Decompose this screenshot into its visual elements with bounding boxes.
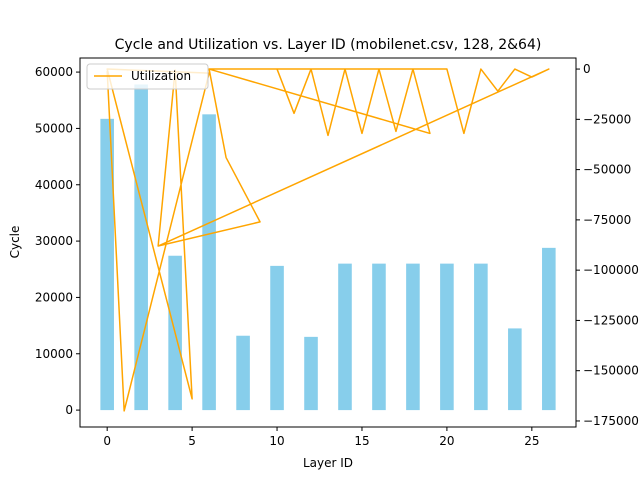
legend-label-utilization: Utilization [131,69,191,83]
line-series-utilization [106,68,550,412]
x-tick-label: 10 [269,434,284,448]
y-tick-label: 60000 [35,65,73,79]
bar-layer-18 [406,263,420,411]
bar-layer-6 [202,114,216,411]
bar-layer-24 [508,328,522,411]
y2-tick-label: −150000 [583,364,639,378]
bar-layer-22 [474,263,488,411]
y-axis-left: 0 10000 20000 30000 40000 50000 60000 [35,65,80,417]
x-tick-label: 0 [103,434,111,448]
y-tick-label: 30000 [35,234,73,248]
x-tick-label: 5 [188,434,196,448]
y2-tick-label: −125000 [583,313,639,327]
x-tick-label: 20 [439,434,454,448]
y-tick-label: 40000 [35,178,73,192]
chart-title: Cycle and Utilization vs. Layer ID (mobi… [115,37,542,53]
y2-tick-label: 0 [583,62,591,76]
y-tick-label: 10000 [35,347,73,361]
x-tick-label: 15 [354,434,369,448]
x-tick-label: 25 [524,434,539,448]
x-axis-label: Layer ID [303,456,353,470]
y-tick-label: 20000 [35,290,73,304]
y2-tick-label: −175000 [583,414,639,428]
x-axis: 0 5 10 15 20 25 [103,427,539,448]
y-tick-label: 50000 [35,121,73,135]
plot-area-frame [79,57,577,428]
bar-layer-14 [338,263,352,411]
y2-tick-label: −50000 [583,163,631,177]
bar-layer-0 [100,118,114,411]
bar-layer-26 [542,247,556,411]
bar-layer-8 [236,335,250,411]
bar-layer-10 [270,265,284,411]
bar-layer-12 [304,336,318,411]
utilization-line [106,68,550,412]
y2-tick-label: −25000 [583,112,631,126]
y-axis-right: 0 −25000 −50000 −75000 −100000 −125000 −150000… [576,62,639,428]
legend: Utilization [86,63,209,90]
bar-layer-20 [440,263,454,411]
legend-box [86,63,209,90]
y2-tick-label: −75000 [583,213,631,227]
y-axis-label: Cycle [8,226,22,259]
bar-layer-16 [372,263,386,411]
bar-series-cycle [100,84,556,411]
y2-tick-label: −100000 [583,263,639,277]
y-tick-label: 0 [65,403,73,417]
